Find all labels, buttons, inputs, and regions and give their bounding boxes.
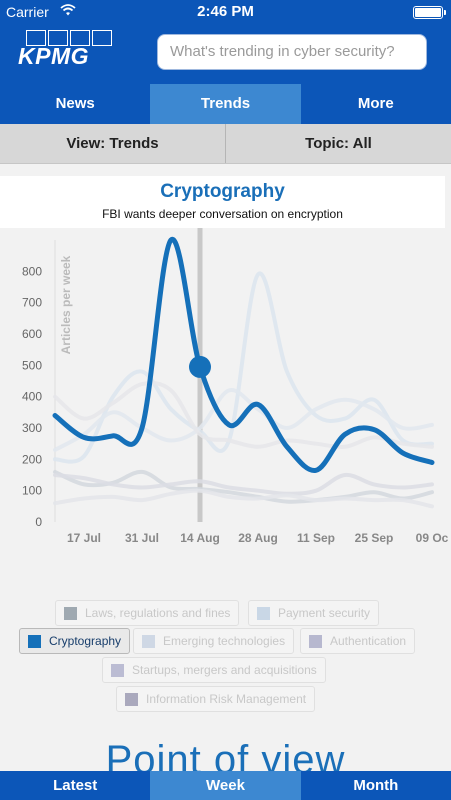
topic-filter-button[interactable]: Topic: All	[225, 124, 451, 163]
x-tick-label: 28 Aug	[238, 531, 278, 545]
legend-item-cryptography[interactable]: Cryptography	[19, 628, 131, 654]
bottom-nav: Latest Week Month	[0, 771, 451, 800]
chart-subtitle[interactable]: FBI wants deeper conversation on encrypt…	[102, 207, 343, 221]
battery-icon	[413, 6, 446, 19]
series-line-startups-mergers-and-acquisitions	[53, 472, 434, 496]
app-header: Carrier 2:46 PM KPMG What's trending in …	[0, 0, 451, 84]
highlight-point	[189, 355, 211, 378]
x-tick-label: 17 Jul	[67, 531, 101, 545]
x-tick-label: 11 Sep	[297, 531, 335, 545]
status-bar: Carrier 2:46 PM	[0, 0, 451, 24]
legend-label: Cryptography	[49, 634, 122, 648]
legend-swatch	[64, 606, 77, 620]
y-tick-label: 300	[22, 421, 42, 435]
y-tick-label: 100	[22, 484, 42, 498]
legend-swatch	[111, 663, 124, 677]
chart-title: Cryptography	[160, 181, 285, 202]
logo-text: KPMG	[18, 43, 89, 69]
y-tick-label: 700	[22, 296, 42, 310]
legend-swatch	[125, 692, 138, 706]
bottom-tab-latest[interactable]: Latest	[53, 777, 98, 794]
y-tick-label: 400	[22, 390, 42, 404]
legend-item-startups[interactable]: Startups, mergers and acquisitions	[102, 657, 326, 683]
legend-item-authentication[interactable]: Authentication	[300, 628, 416, 654]
y-tick-label: 200	[22, 452, 42, 466]
logo-box	[70, 30, 90, 46]
legend-swatch	[142, 634, 155, 648]
legend-item-laws[interactable]: Laws, regulations and fines	[55, 600, 240, 626]
legend-item-payment-security[interactable]: Payment security	[248, 600, 380, 626]
logo-box	[92, 30, 112, 46]
top-tabs: News Trends More	[0, 84, 451, 124]
logo-box	[26, 30, 46, 46]
series-line-payment-security	[53, 271, 434, 464]
legend-swatch	[257, 606, 270, 620]
legend-label: Emerging technologies	[163, 634, 286, 648]
series-line-laws-regulations-and-fines	[53, 469, 434, 504]
status-time: 2:46 PM	[197, 3, 254, 20]
legend-label: Payment security	[278, 606, 371, 620]
y-axis-label: Articles per week	[59, 255, 73, 354]
chart-legend: Laws, regulations and fines Payment secu…	[0, 598, 451, 718]
bottom-tab-month[interactable]: Month	[353, 777, 399, 794]
y-tick-label: 0	[35, 515, 42, 529]
legend-label: Laws, regulations and fines	[85, 606, 231, 620]
legend-item-emerging-technologies[interactable]: Emerging technologies	[133, 628, 295, 654]
kpmg-logo[interactable]: KPMG	[18, 30, 112, 70]
series-line-emerging-technologies	[53, 388, 434, 452]
series-line-cryptography	[52, 237, 435, 473]
x-tick-label: 31 Jul	[125, 531, 159, 545]
logo-box	[48, 30, 68, 46]
chart-header: Cryptography FBI wants deeper conversati…	[0, 176, 445, 228]
wifi-icon	[60, 3, 76, 20]
carrier-label: Carrier	[6, 4, 49, 20]
tab-trends[interactable]: Trends	[150, 84, 301, 124]
view-filter-button[interactable]: View: Trends	[66, 135, 159, 152]
x-tick-label: 09 Oc	[416, 531, 449, 545]
series-line-authentication	[53, 380, 434, 449]
legend-swatch	[309, 634, 322, 648]
y-tick-label: 600	[22, 327, 42, 341]
tab-news[interactable]: News	[55, 95, 95, 112]
y-tick-label: 500	[22, 358, 42, 372]
trend-chart[interactable]: 0 100 200 300 400 500 600 700 800 Articles per we…	[0, 228, 451, 558]
series-line-information-risk-management	[53, 488, 434, 509]
legend-swatch	[28, 634, 41, 648]
legend-item-information-risk-management[interactable]: Information Risk Management	[116, 686, 316, 712]
filter-bar: View: Trends Topic: All	[0, 124, 451, 164]
legend-label: Authentication	[330, 634, 407, 648]
bottom-tab-week[interactable]: Week	[150, 771, 301, 800]
y-tick-label: 800	[22, 264, 42, 278]
legend-label: Startups, mergers and acquisitions	[132, 663, 317, 677]
tab-more[interactable]: More	[357, 95, 394, 112]
legend-label: Information Risk Management	[146, 692, 307, 706]
x-tick-label: 25 Sep	[355, 531, 394, 545]
x-tick-label: 14 Aug	[180, 531, 220, 545]
search-input[interactable]: What's trending in cyber security?	[157, 34, 427, 70]
